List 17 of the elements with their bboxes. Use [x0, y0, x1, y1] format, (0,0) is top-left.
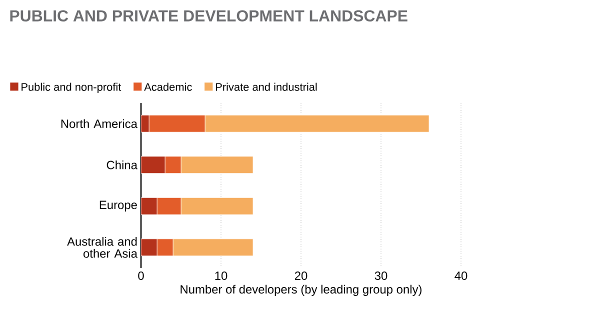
y-tick-label: North America	[61, 119, 138, 128]
bar	[141, 238, 158, 256]
x-tick-label: 10	[215, 272, 228, 280]
legend-label: Academic	[144, 82, 192, 91]
bar	[141, 197, 158, 215]
legend-label: Public and non-profit	[22, 82, 122, 93]
y-tick-label: Australia and other Asia	[67, 237, 138, 258]
x-tick-label: 30	[374, 272, 388, 280]
y-tick-label: Europe	[100, 200, 137, 212]
x-axis-title: Number of developers (by leading group only)	[180, 284, 422, 296]
y-tick-label: China	[106, 160, 138, 170]
x-tick-label: 20	[294, 272, 308, 280]
x-tick-label: 0	[138, 272, 144, 280]
bar	[141, 156, 166, 174]
chart-title: PUBLIC AND PRIVATE DEVELOPMENT LANDSCAPE	[10, 10, 408, 22]
legend-label: Private and industrial	[216, 82, 317, 91]
x-tick-label: 40	[454, 272, 468, 280]
